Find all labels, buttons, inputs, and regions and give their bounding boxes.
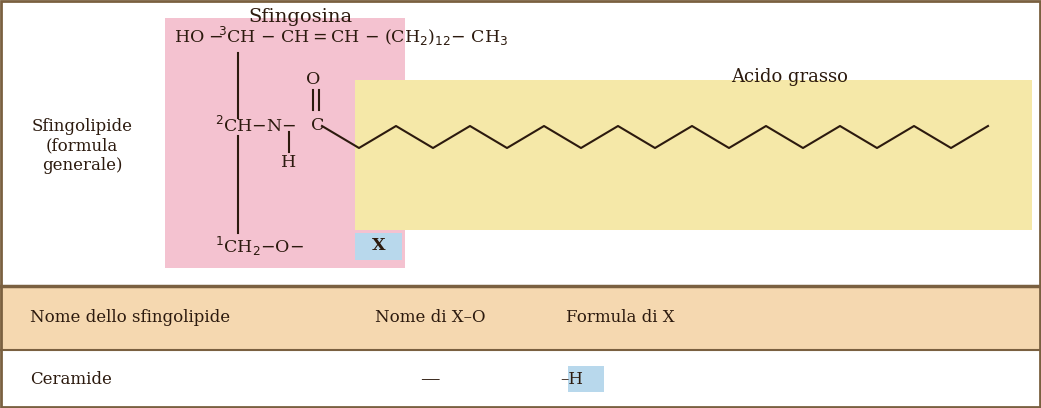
Text: Ceramide: Ceramide <box>30 370 111 388</box>
Text: Nome di X–O: Nome di X–O <box>375 310 485 326</box>
Text: X: X <box>373 237 386 255</box>
Text: Sfingosina: Sfingosina <box>248 8 352 26</box>
Bar <box>0 286 1041 350</box>
Text: $^1$CH$_2$$-$O$-$: $^1$CH$_2$$-$O$-$ <box>215 235 304 257</box>
Text: –H: –H <box>560 370 583 388</box>
Text: C: C <box>311 118 325 135</box>
Bar <box>166 18 405 268</box>
Text: H: H <box>281 154 297 171</box>
Bar <box>355 233 402 260</box>
Text: HO $-\!\!^{3}$CH $-$ CH$=$CH $-$ (CH$_2$)$_{12}$$-$ CH$_3$: HO $-\!\!^{3}$CH $-$ CH$=$CH $-$ (CH$_2$… <box>174 25 508 48</box>
Text: Formula di X: Formula di X <box>565 310 675 326</box>
Text: —: — <box>421 370 439 388</box>
Text: Acido grasso: Acido grasso <box>732 68 848 86</box>
Bar <box>0 0 1041 286</box>
Text: $^2$CH$-$N$-$: $^2$CH$-$N$-$ <box>215 116 297 136</box>
Text: O: O <box>306 71 321 88</box>
Text: Nome dello sfingolipide: Nome dello sfingolipide <box>30 310 230 326</box>
Bar <box>355 80 1032 230</box>
Bar <box>568 366 604 392</box>
Text: Sfingolipide
(formula
generale): Sfingolipide (formula generale) <box>31 118 132 174</box>
